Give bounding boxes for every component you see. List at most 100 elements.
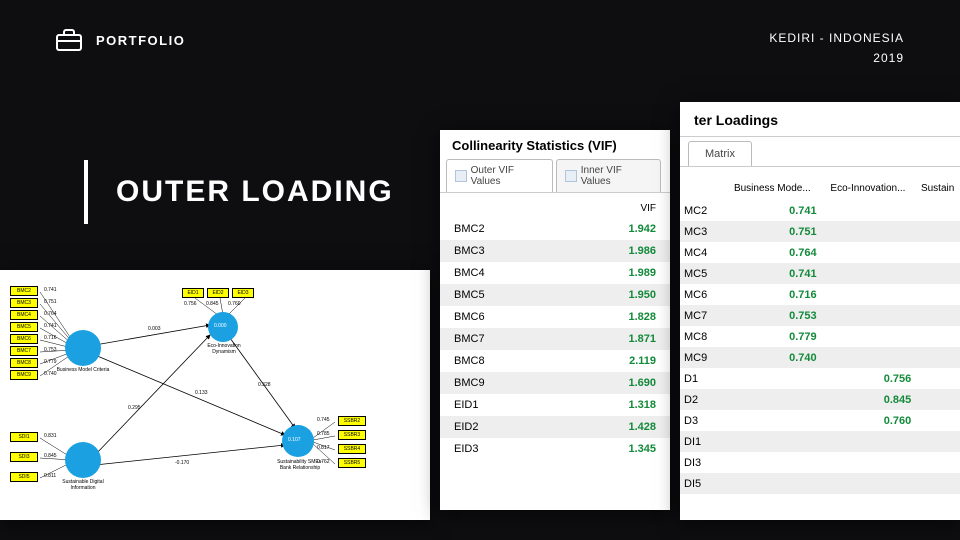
vif-tab-outer[interactable]: Outer VIF Values: [446, 159, 553, 192]
loadings-c3: [915, 284, 960, 305]
loadings-row[interactable]: MC2 0.741: [680, 200, 960, 221]
indicator-bmc2: BMC2: [10, 286, 38, 296]
loadings-c1: 0.779: [724, 326, 821, 347]
loading-sdi1: 0.831: [44, 433, 57, 439]
loadings-row[interactable]: MC6 0.716: [680, 284, 960, 305]
loadings-row[interactable]: D1 0.756: [680, 368, 960, 389]
briefcase-icon: [56, 28, 82, 52]
loadings-row[interactable]: MC4 0.764: [680, 242, 960, 263]
vif-row-value: 1.690: [558, 372, 670, 394]
vif-row-value: 1.871: [558, 328, 670, 350]
loadings-tab-label: Matrix: [705, 148, 735, 160]
loading-bmc4: 0.764: [44, 311, 57, 317]
location-block: KEDIRI - INDONESIA 2019: [769, 28, 904, 69]
loadings-tabbar: Matrix: [680, 136, 960, 167]
loading-bmc2: 0.741: [44, 287, 57, 293]
vif-row[interactable]: BMC51.950: [440, 284, 670, 306]
loadings-row-label: DI5: [680, 473, 724, 494]
brand-label: PORTFOLIO: [96, 33, 185, 48]
loadings-row[interactable]: MC9 0.740: [680, 347, 960, 368]
vif-row[interactable]: BMC31.986: [440, 240, 670, 262]
vif-row[interactable]: BMC41.989: [440, 262, 670, 284]
vif-tab-inner[interactable]: Inner VIF Values: [556, 159, 661, 192]
loadings-c2: 0.756: [821, 368, 916, 389]
loadings-c3: [915, 452, 960, 473]
loadings-row-label: D3: [680, 410, 724, 431]
loadings-row-label: DI1: [680, 431, 724, 452]
loading-ssbr3: 0.785: [317, 431, 330, 437]
loadings-c2: [821, 431, 916, 452]
node-sdi-label: Sustainable Digital Information: [52, 480, 114, 491]
loading-sdi3: 0.845: [44, 453, 57, 459]
loadings-c1: [724, 410, 821, 431]
indicator-sdi1: SDI1: [10, 432, 38, 442]
loadings-table: Business Mode...Eco-Innovation...Sustain…: [680, 177, 960, 494]
loading-ssbr4: 0.817: [317, 445, 330, 451]
loadings-row[interactable]: MC7 0.753: [680, 305, 960, 326]
loadings-row[interactable]: DI1: [680, 431, 960, 452]
loading-eid1: 0.756: [184, 301, 197, 307]
indicator-ssbr4: SSBR4: [338, 444, 366, 454]
vif-row[interactable]: BMC21.942: [440, 218, 670, 240]
node-bmc-label: Business Model Criteria: [55, 368, 111, 374]
node-ssbr-label: Sustainability SMEs-Bank Relationship: [272, 460, 328, 471]
vif-table: VIF BMC21.942BMC31.986BMC41.989BMC51.950…: [440, 199, 670, 460]
vif-row[interactable]: BMC82.119: [440, 350, 670, 372]
path-bmc-ssbr: 0.133: [195, 390, 208, 396]
indicator-ssbr3: SSBR3: [338, 430, 366, 440]
loadings-title: ter Loadings: [680, 102, 960, 136]
loadings-row[interactable]: D2 0.845: [680, 389, 960, 410]
loadings-c1: [724, 389, 821, 410]
vif-panel: Collinearity Statistics (VIF) Outer VIF …: [440, 130, 670, 510]
node-eid-value: 0.000: [214, 323, 227, 329]
loadings-c1: 0.753: [724, 305, 821, 326]
loadings-c1: [724, 473, 821, 494]
loadings-row[interactable]: MC8 0.779: [680, 326, 960, 347]
loadings-row-label: MC4: [680, 242, 724, 263]
vif-row-value: 2.119: [558, 350, 670, 372]
node-ssbr-value: 0.107: [288, 437, 301, 443]
vif-row[interactable]: BMC71.871: [440, 328, 670, 350]
loadings-row-label: MC3: [680, 221, 724, 242]
indicator-bmc6: BMC6: [10, 334, 38, 344]
vif-row[interactable]: EID11.318: [440, 394, 670, 416]
year-text: 2019: [769, 48, 904, 68]
loadings-c3: [915, 242, 960, 263]
loadings-row-label: D2: [680, 389, 724, 410]
indicator-bmc7: BMC7: [10, 346, 38, 356]
loading-bmc7: 0.753: [44, 347, 57, 353]
table-icon: [455, 170, 467, 182]
loadings-row-label: MC9: [680, 347, 724, 368]
loadings-tab-matrix[interactable]: Matrix: [688, 141, 752, 166]
vif-row[interactable]: EID31.345: [440, 438, 670, 460]
vif-row-value: 1.828: [558, 306, 670, 328]
loadings-c1: 0.740: [724, 347, 821, 368]
loadings-row[interactable]: MC3 0.751: [680, 221, 960, 242]
indicator-bmc5: BMC5: [10, 322, 38, 332]
loadings-row[interactable]: DI3: [680, 452, 960, 473]
vif-row-label: BMC5: [440, 284, 558, 306]
brand: PORTFOLIO: [56, 28, 185, 52]
loading-bmc3: 0.751: [44, 299, 57, 305]
loadings-col-header: Business Mode...: [724, 177, 821, 200]
indicator-eid3: EID3: [232, 288, 254, 298]
vif-row[interactable]: BMC61.828: [440, 306, 670, 328]
vif-row-label: BMC3: [440, 240, 558, 262]
vif-row[interactable]: BMC91.690: [440, 372, 670, 394]
loadings-row[interactable]: MC5 0.741: [680, 263, 960, 284]
loadings-col-header: [680, 177, 724, 200]
loadings-c3: [915, 221, 960, 242]
path-sdi-ssbr: -0.170: [175, 460, 189, 466]
loadings-row[interactable]: DI5: [680, 473, 960, 494]
loadings-c2: [821, 284, 916, 305]
loadings-c3: [915, 389, 960, 410]
loadings-col-header: Sustain: [915, 177, 960, 200]
title-section: OUTER LOADING: [84, 160, 394, 224]
indicator-bmc4: BMC4: [10, 310, 38, 320]
loadings-row[interactable]: D3 0.760: [680, 410, 960, 431]
vif-row[interactable]: EID21.428: [440, 416, 670, 438]
path-bmc-eid: 0.003: [148, 326, 161, 332]
vif-row-value: 1.986: [558, 240, 670, 262]
loadings-c3: [915, 200, 960, 221]
table-icon: [565, 170, 577, 182]
